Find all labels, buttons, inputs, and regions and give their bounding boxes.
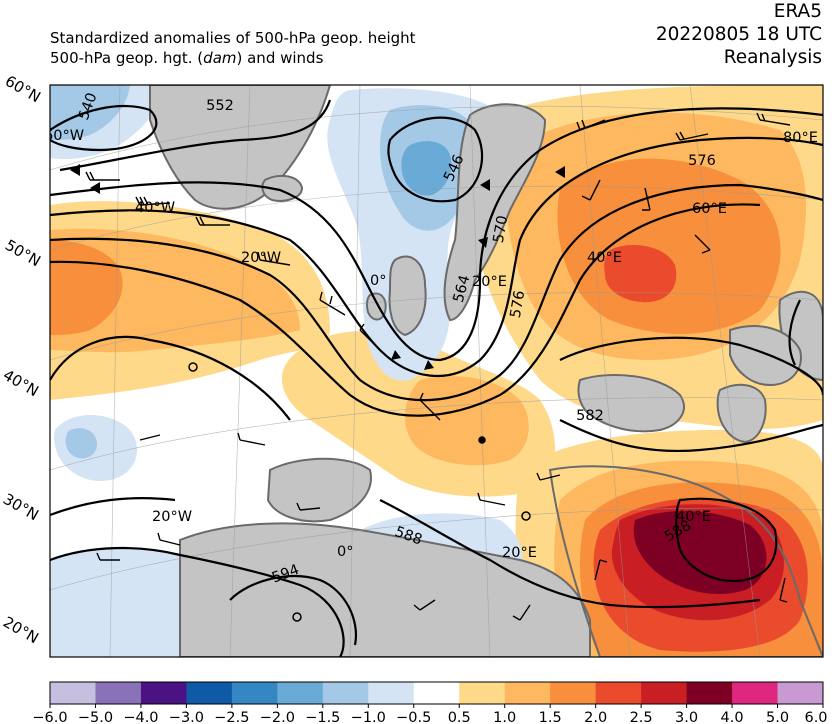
- lat-label-60n: 60°N: [2, 72, 44, 106]
- colorbar-tick-label: −3.0: [169, 710, 204, 724]
- markers: [188, 362, 531, 622]
- colorbar-swatch: [550, 682, 597, 704]
- lon-label-20w-south: 20°W: [152, 509, 192, 525]
- contour-label-576b: 576: [508, 289, 529, 319]
- colorbar-tick-label: −4.0: [123, 710, 158, 724]
- contour-label-582: 582: [576, 408, 604, 424]
- colorbar-tick-label: −1.0: [351, 710, 386, 724]
- map-info: ERA5 20220805 18 UTC Reanalysis: [656, 0, 822, 69]
- colorbar-swatch: [186, 682, 233, 704]
- colorbar-tick-label: −1.5: [305, 710, 340, 724]
- lon-label-60w: 60°W: [44, 128, 84, 144]
- colorbar-tick-label: 2.0: [584, 710, 607, 724]
- lon-label-20e-south: 20°E: [502, 545, 537, 561]
- colorbar-swatches: [50, 682, 824, 704]
- lat-label-40n: 40°N: [0, 366, 42, 400]
- colorbar-tick-label: −2.5: [214, 710, 249, 724]
- product-label: Reanalysis: [723, 47, 822, 68]
- colorbar-swatch: [504, 682, 551, 704]
- map-title: Standardized anomalies of 500-hPa geop. …: [50, 28, 416, 68]
- lon-label-40e: 40°E: [587, 250, 622, 266]
- colorbar-tick-label: −2.0: [260, 710, 295, 724]
- colorbar-swatch: [95, 682, 142, 704]
- lon-label-20e: 20°E: [472, 274, 507, 290]
- latitude-labels: 60°N 50°N 40°N 30°N 20°N: [0, 72, 44, 647]
- lat-label-30n: 30°N: [0, 490, 42, 524]
- lon-label-20w: 20°W: [241, 250, 281, 266]
- colorbar: −6.0 −5.0 −4.0 −3.0 −2.5 −2.0 −1.5 −1.0 −0.5 0.5 1…: [32, 681, 828, 724]
- datetime-label: 20220805 18 UTC: [655, 24, 822, 45]
- title-line-1: Standardized anomalies of 500-hPa geop. …: [50, 29, 416, 47]
- lat-label-50n: 50°N: [2, 236, 44, 270]
- lon-label-40w: 40°W: [135, 200, 175, 216]
- colorbar-swatch: [231, 682, 278, 704]
- colorbar-swatch: [140, 682, 187, 704]
- colorbar-tick-label: 4.0: [721, 710, 744, 724]
- colorbar-swatch: [277, 682, 324, 704]
- wind-barbs: [85, 112, 791, 621]
- colorbar-swatch: [732, 682, 779, 704]
- colorbar-tick-labels: −6.0 −5.0 −4.0 −3.0 −2.5 −2.0 −1.5 −1.0 −0.5 0.5 1…: [32, 704, 828, 724]
- map-panel: 540 552 546 564 570 576 576 588 594 582 …: [44, 85, 823, 657]
- contour-label-552: 552: [206, 98, 234, 114]
- colorbar-swatch: [777, 682, 824, 704]
- contour-label-564: 564: [451, 274, 474, 305]
- colorbar-tick-label: 0.5: [448, 710, 471, 724]
- colorbar-swatch: [641, 682, 688, 704]
- contour-label-570: 570: [491, 214, 512, 244]
- colorbar-swatch: [686, 682, 733, 704]
- map-frame: [49, 84, 824, 658]
- title-line-2: 500-hPa geop. hgt. (dam) and winds: [50, 49, 324, 67]
- colorbar-tick-label: 3.0: [675, 710, 698, 724]
- dataset-label: ERA5: [773, 1, 822, 22]
- lon-label-60e: 60°E: [692, 201, 727, 217]
- colorbar-tick-label: 1.5: [539, 710, 562, 724]
- lon-label-0-south: 0°: [337, 544, 353, 560]
- colorbar-swatch: [50, 682, 96, 704]
- colorbar-tick-label: −5.0: [78, 710, 113, 724]
- lon-label-80e: 80°E: [783, 130, 818, 146]
- colorbar-swatch: [322, 682, 369, 704]
- contour-label-576a: 576: [688, 153, 716, 169]
- flow-arrows: [70, 164, 565, 370]
- colorbar-tick-label: 1.0: [493, 710, 516, 724]
- colorbar-swatch: [595, 682, 642, 704]
- colorbar-tick-label: −0.5: [396, 710, 431, 724]
- lon-label-0: 0°: [370, 273, 386, 289]
- colorbar-tick-label: 6.0: [804, 710, 827, 724]
- longitude-labels: 60°W 40°W 20°W 0° 20°E 40°E 60°E 80°E 20…: [44, 128, 818, 561]
- lat-label-20n: 20°N: [0, 613, 42, 647]
- colorbar-swatch: [459, 682, 506, 704]
- colorbar-swatch: [413, 682, 460, 704]
- colorbar-swatch: [368, 682, 415, 704]
- colorbar-tick-label: 5.0: [766, 710, 789, 724]
- colorbar-tick-label: −6.0: [32, 710, 67, 724]
- lon-label-40e-south: 40°E: [676, 509, 711, 525]
- colorbar-tick-label: 2.5: [630, 710, 653, 724]
- land-masses: [149, 85, 823, 657]
